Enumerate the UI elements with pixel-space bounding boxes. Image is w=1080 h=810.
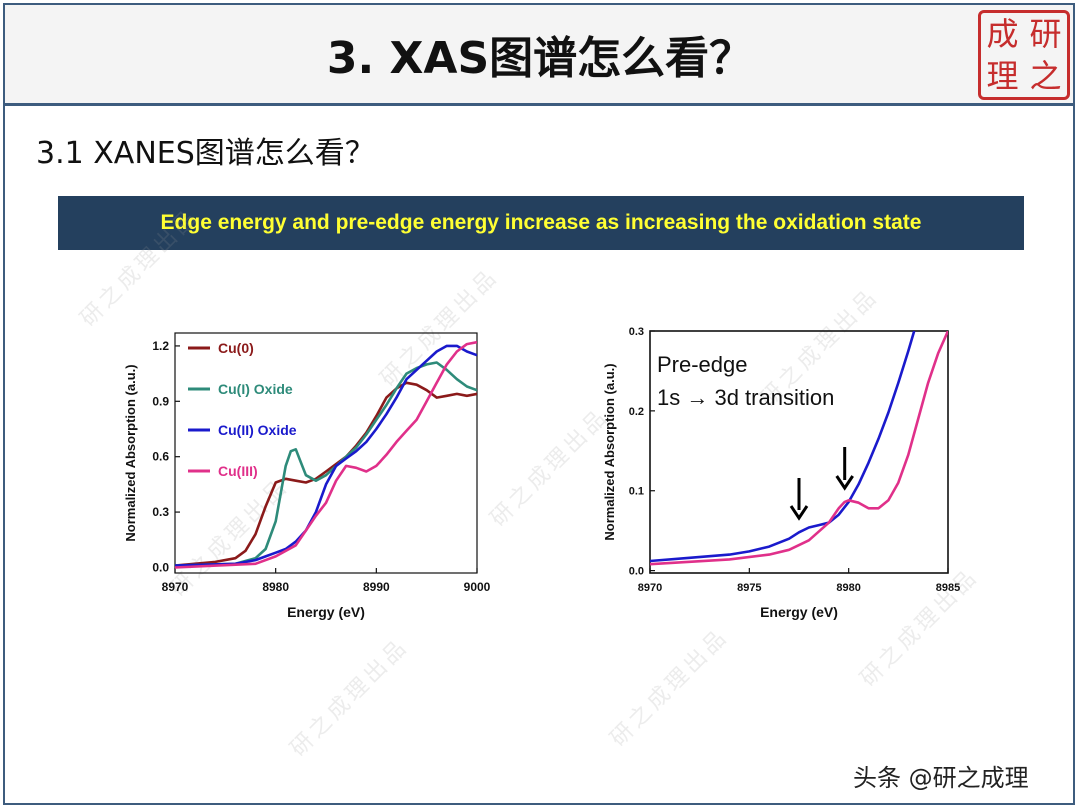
y-axis-label: Normalized Absorption (a.u.) [602, 363, 617, 540]
legend-label: Cu(I) Oxide [218, 381, 293, 397]
series-line-cu-iii- [175, 340, 477, 569]
x-tick-label: 8975 [737, 582, 761, 594]
seal-char: 之 [1029, 57, 1062, 95]
plot-frame [174, 332, 478, 574]
arrow-head-icon [835, 475, 854, 491]
y-tick-label: 0.1 [629, 486, 644, 498]
section-subtitle: 3.1 XANES图谱怎么看？ [36, 136, 375, 171]
y-tick-label: 1.2 [152, 339, 169, 353]
legend-label: Cu(II) Oxide [218, 422, 297, 438]
y-tick-label: 0.0 [629, 566, 644, 578]
series-line-1 [650, 331, 948, 566]
x-tick-label: 8970 [638, 582, 662, 594]
seal-logo: 成 研 理 之 [978, 10, 1070, 100]
y-tick-label: 0.3 [152, 505, 169, 519]
x-tick-label: 8985 [936, 582, 960, 594]
annotation-transition: 1s → 3d transition [657, 385, 834, 410]
annotation-pre-edge: Pre-edge [657, 352, 748, 377]
slide-frame [3, 3, 1075, 805]
y-tick-label: 0.2 [629, 406, 644, 418]
title-bar [5, 5, 1073, 106]
x-tick-label: 8970 [162, 580, 189, 594]
x-tick-label: 9000 [464, 580, 491, 594]
page-title: 3. XAS图谱怎么看？ [326, 33, 754, 84]
seal-char: 研 [1029, 15, 1062, 53]
footer-credit: 头条 @研之成理 [853, 764, 1029, 792]
seal-char: 成 [986, 15, 1019, 53]
highlight-banner: Edge energy and pre-edge energy increase… [58, 196, 1024, 250]
x-tick-label: 8980 [836, 582, 860, 594]
y-tick-label: 0.0 [152, 560, 169, 574]
y-axis-label: Normalized Absorption (a.u.) [123, 364, 138, 541]
arrow-head-icon [789, 505, 809, 521]
series-line-cu-ii-oxide [175, 344, 477, 567]
x-axis-label: Energy (eV) [760, 604, 838, 620]
seal-char: 理 [986, 57, 1019, 95]
y-tick-label: 0.6 [152, 450, 169, 464]
x-tick-label: 8990 [363, 580, 390, 594]
x-axis-label: Energy (eV) [287, 604, 365, 620]
x-tick-label: 8980 [262, 580, 289, 594]
legend-label: Cu(0) [218, 340, 254, 356]
legend-label: Cu(III) [218, 463, 258, 479]
y-tick-label: 0.9 [152, 394, 169, 408]
y-tick-label: 0.3 [629, 326, 644, 338]
plot-frame [649, 330, 949, 574]
